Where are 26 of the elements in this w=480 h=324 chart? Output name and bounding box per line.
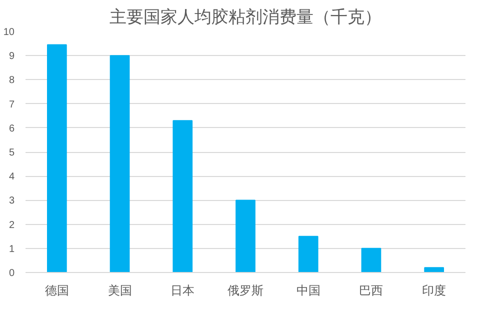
y-tick-label: 5 — [8, 148, 15, 158]
x-tick-label: 日本 — [170, 284, 195, 298]
y-tick-label: 1 — [8, 244, 15, 255]
y-tick-label: 6 — [8, 123, 15, 134]
y-tick-label: 7 — [8, 99, 15, 110]
bar — [298, 236, 318, 272]
y-tick-label: 3 — [8, 196, 15, 207]
x-tick-label: 美国 — [108, 284, 132, 298]
x-tick-label: 巴西 — [359, 284, 384, 298]
x-tick-label: 德国 — [44, 284, 69, 298]
x-tick-label: 俄罗斯 — [228, 284, 264, 298]
bar — [424, 267, 444, 272]
y-tick-label: 10 — [3, 27, 15, 38]
bar — [110, 55, 130, 272]
y-tick-label: 0 — [8, 268, 15, 279]
chart-title: 主要国家人均胶粘剂消费量（千克） — [110, 8, 382, 26]
bar — [236, 200, 256, 272]
bar — [172, 120, 193, 272]
x-tick-label: 中国 — [296, 284, 320, 298]
bar — [47, 44, 67, 272]
y-tick-label: 8 — [8, 75, 15, 86]
y-tick-label: 4 — [8, 172, 15, 183]
bar — [361, 248, 382, 272]
x-tick-label: 印度 — [422, 284, 446, 298]
y-tick-label: 9 — [8, 51, 15, 62]
y-tick-label: 2 — [8, 220, 15, 231]
